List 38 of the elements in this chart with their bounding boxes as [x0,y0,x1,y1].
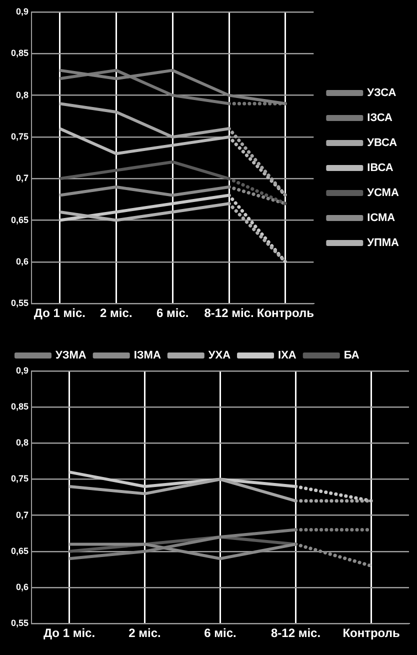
legend-label: ІЗСА [367,112,392,124]
legend-label: УПМА [367,237,400,250]
x-tick-label: Контроль [342,626,400,640]
y-tick-label: 0,75 [10,131,29,142]
x-tick-label: 2 міс. [128,626,161,640]
x-tick-label: 6 міс. [156,306,189,320]
legend-label: УВСА [367,137,398,150]
legend-label: УСМА [367,187,399,200]
y-tick-label: 0,7 [16,173,29,184]
x-tick-label: 8-12 міс. [204,306,254,320]
y-tick-label: 0,6 [16,256,29,266]
x-tick-label: До 1 міс. [43,626,96,640]
legend-label: УЗМА [56,350,86,362]
x-tick-label: Контроль [256,306,314,320]
y-tick-label: 0,75 [10,474,29,484]
y-tick-label: 0,55 [10,298,29,308]
legend-label: УХА [208,350,231,362]
y-tick-label: 0,8 [16,438,29,448]
y-tick-label: 0,8 [16,90,29,100]
legend-label: ІЗМА [134,350,161,362]
x-tick-label: До 1 міс. [34,306,86,320]
y-tick-label: 0,6 [16,582,29,592]
legend-label: УЗСА [367,87,396,100]
y-tick-label: 0,65 [10,546,29,556]
y-tick-label: 0,9 [16,6,29,16]
y-tick-label: 0,85 [10,48,29,58]
y-tick-label: 0,85 [10,402,29,412]
y-tick-label: 0,55 [10,618,29,628]
y-tick-label: 0,7 [16,510,29,520]
legend-label: ІСМА [367,212,396,224]
x-tick-label: 8-12 міс. [270,626,321,640]
legend-label: ІХА [278,350,296,362]
y-tick-label: 0,65 [10,214,29,225]
x-tick-label: 2 міс. [100,306,132,320]
x-tick-label: 6 міс. [204,626,236,640]
legend-label: ІВСА [367,162,394,174]
legend-label: БА [344,350,360,362]
y-tick-label: 0,9 [16,365,29,376]
